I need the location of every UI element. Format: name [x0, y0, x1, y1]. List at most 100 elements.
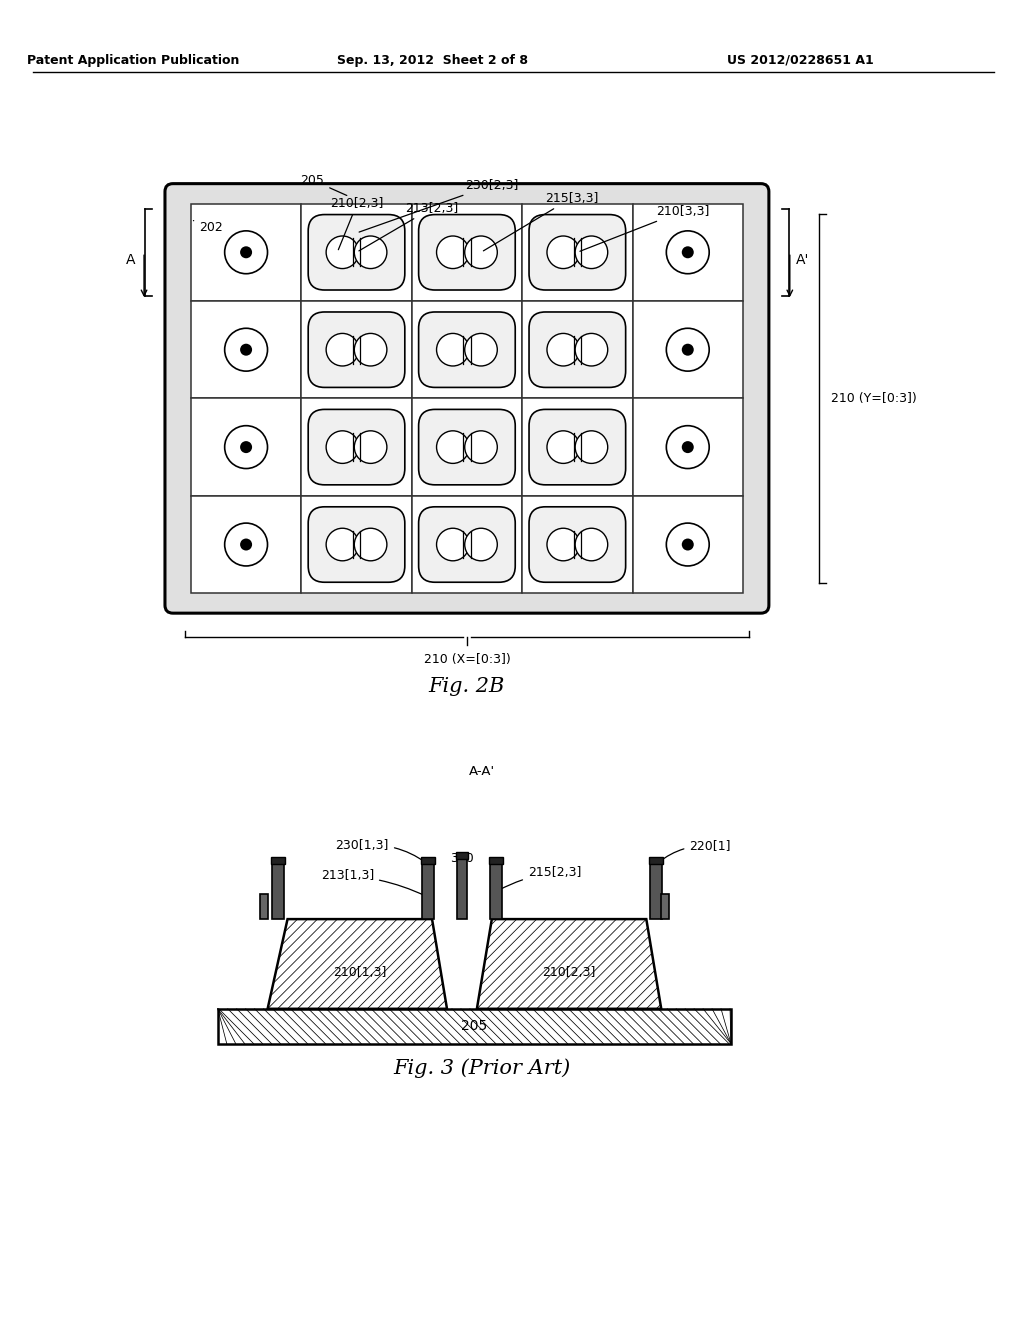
- Circle shape: [436, 334, 469, 366]
- Text: 215[2,3]: 215[2,3]: [499, 866, 582, 891]
- Circle shape: [465, 236, 498, 268]
- Bar: [422, 865, 434, 919]
- Text: 213[1,3]: 213[1,3]: [321, 870, 426, 896]
- Circle shape: [682, 441, 694, 453]
- Bar: [522, 496, 633, 593]
- Circle shape: [575, 528, 607, 561]
- Bar: [412, 399, 522, 496]
- Bar: [633, 203, 743, 301]
- Circle shape: [575, 236, 607, 268]
- Circle shape: [667, 523, 710, 566]
- Bar: [456, 853, 468, 859]
- FancyBboxPatch shape: [419, 409, 515, 484]
- Circle shape: [667, 231, 710, 273]
- Text: A': A': [796, 253, 809, 267]
- Circle shape: [326, 430, 358, 463]
- Bar: [301, 301, 412, 399]
- Circle shape: [667, 425, 710, 469]
- Text: 220[1]: 220[1]: [658, 840, 731, 862]
- Bar: [522, 399, 633, 496]
- Text: 310: 310: [451, 853, 474, 866]
- Text: 202: 202: [194, 220, 223, 235]
- Text: Fig. 2B: Fig. 2B: [429, 677, 505, 697]
- Bar: [662, 894, 670, 919]
- FancyBboxPatch shape: [419, 312, 515, 387]
- Text: 230[2,3]: 230[2,3]: [359, 178, 518, 232]
- FancyBboxPatch shape: [308, 409, 404, 484]
- Bar: [270, 857, 285, 865]
- Circle shape: [547, 236, 580, 268]
- Text: 205: 205: [461, 1019, 487, 1034]
- Bar: [301, 399, 412, 496]
- Text: 210 (X=[0:3]): 210 (X=[0:3]): [424, 653, 510, 667]
- FancyBboxPatch shape: [529, 507, 626, 582]
- Text: 210[3,3]: 210[3,3]: [580, 205, 710, 251]
- Circle shape: [224, 523, 267, 566]
- Circle shape: [436, 528, 469, 561]
- Bar: [190, 399, 301, 496]
- Bar: [649, 857, 664, 865]
- Circle shape: [224, 329, 267, 371]
- Bar: [301, 496, 412, 593]
- Text: 210[2,3]: 210[2,3]: [331, 197, 384, 249]
- Text: 205: 205: [300, 174, 347, 195]
- Text: 210[2,3]: 210[2,3]: [543, 966, 596, 979]
- Text: Sep. 13, 2012  Sheet 2 of 8: Sep. 13, 2012 Sheet 2 of 8: [337, 54, 527, 66]
- Bar: [421, 857, 435, 865]
- Polygon shape: [477, 919, 662, 1008]
- Text: Fig. 3 (Prior Art): Fig. 3 (Prior Art): [393, 1059, 570, 1078]
- Circle shape: [667, 329, 710, 371]
- Bar: [489, 865, 502, 919]
- Text: US 2012/0228651 A1: US 2012/0228651 A1: [727, 54, 874, 66]
- Circle shape: [240, 343, 252, 355]
- Bar: [633, 399, 743, 496]
- Circle shape: [354, 334, 387, 366]
- FancyBboxPatch shape: [308, 312, 404, 387]
- Text: 210 (Y=[0:3]): 210 (Y=[0:3]): [830, 392, 916, 405]
- FancyBboxPatch shape: [308, 215, 404, 290]
- Bar: [271, 865, 284, 919]
- Text: 213[2,3]: 213[2,3]: [358, 202, 459, 251]
- FancyBboxPatch shape: [308, 507, 404, 582]
- Bar: [190, 203, 301, 301]
- Circle shape: [240, 247, 252, 259]
- Circle shape: [326, 528, 358, 561]
- Circle shape: [465, 334, 498, 366]
- Circle shape: [465, 430, 498, 463]
- Bar: [522, 203, 633, 301]
- Circle shape: [575, 430, 607, 463]
- FancyBboxPatch shape: [529, 215, 626, 290]
- Bar: [218, 1008, 731, 1044]
- FancyBboxPatch shape: [165, 183, 769, 614]
- Polygon shape: [267, 919, 447, 1008]
- Bar: [633, 301, 743, 399]
- Circle shape: [240, 539, 252, 550]
- Bar: [412, 301, 522, 399]
- Circle shape: [547, 430, 580, 463]
- Circle shape: [547, 528, 580, 561]
- Circle shape: [465, 528, 498, 561]
- Bar: [457, 859, 467, 919]
- Circle shape: [436, 430, 469, 463]
- Circle shape: [354, 528, 387, 561]
- Circle shape: [240, 441, 252, 453]
- Circle shape: [436, 236, 469, 268]
- Circle shape: [354, 236, 387, 268]
- FancyBboxPatch shape: [419, 215, 515, 290]
- Bar: [633, 496, 743, 593]
- Bar: [190, 496, 301, 593]
- Text: 215[3,3]: 215[3,3]: [483, 191, 598, 251]
- Circle shape: [682, 247, 694, 259]
- Text: A: A: [126, 253, 136, 267]
- FancyBboxPatch shape: [529, 312, 626, 387]
- Text: 210[1,3]: 210[1,3]: [333, 966, 386, 979]
- Text: Patent Application Publication: Patent Application Publication: [27, 54, 240, 66]
- Bar: [522, 301, 633, 399]
- Bar: [412, 203, 522, 301]
- Circle shape: [326, 334, 358, 366]
- Circle shape: [575, 334, 607, 366]
- Text: 230[1,3]: 230[1,3]: [336, 840, 426, 863]
- Circle shape: [224, 425, 267, 469]
- Circle shape: [224, 231, 267, 273]
- Bar: [190, 301, 301, 399]
